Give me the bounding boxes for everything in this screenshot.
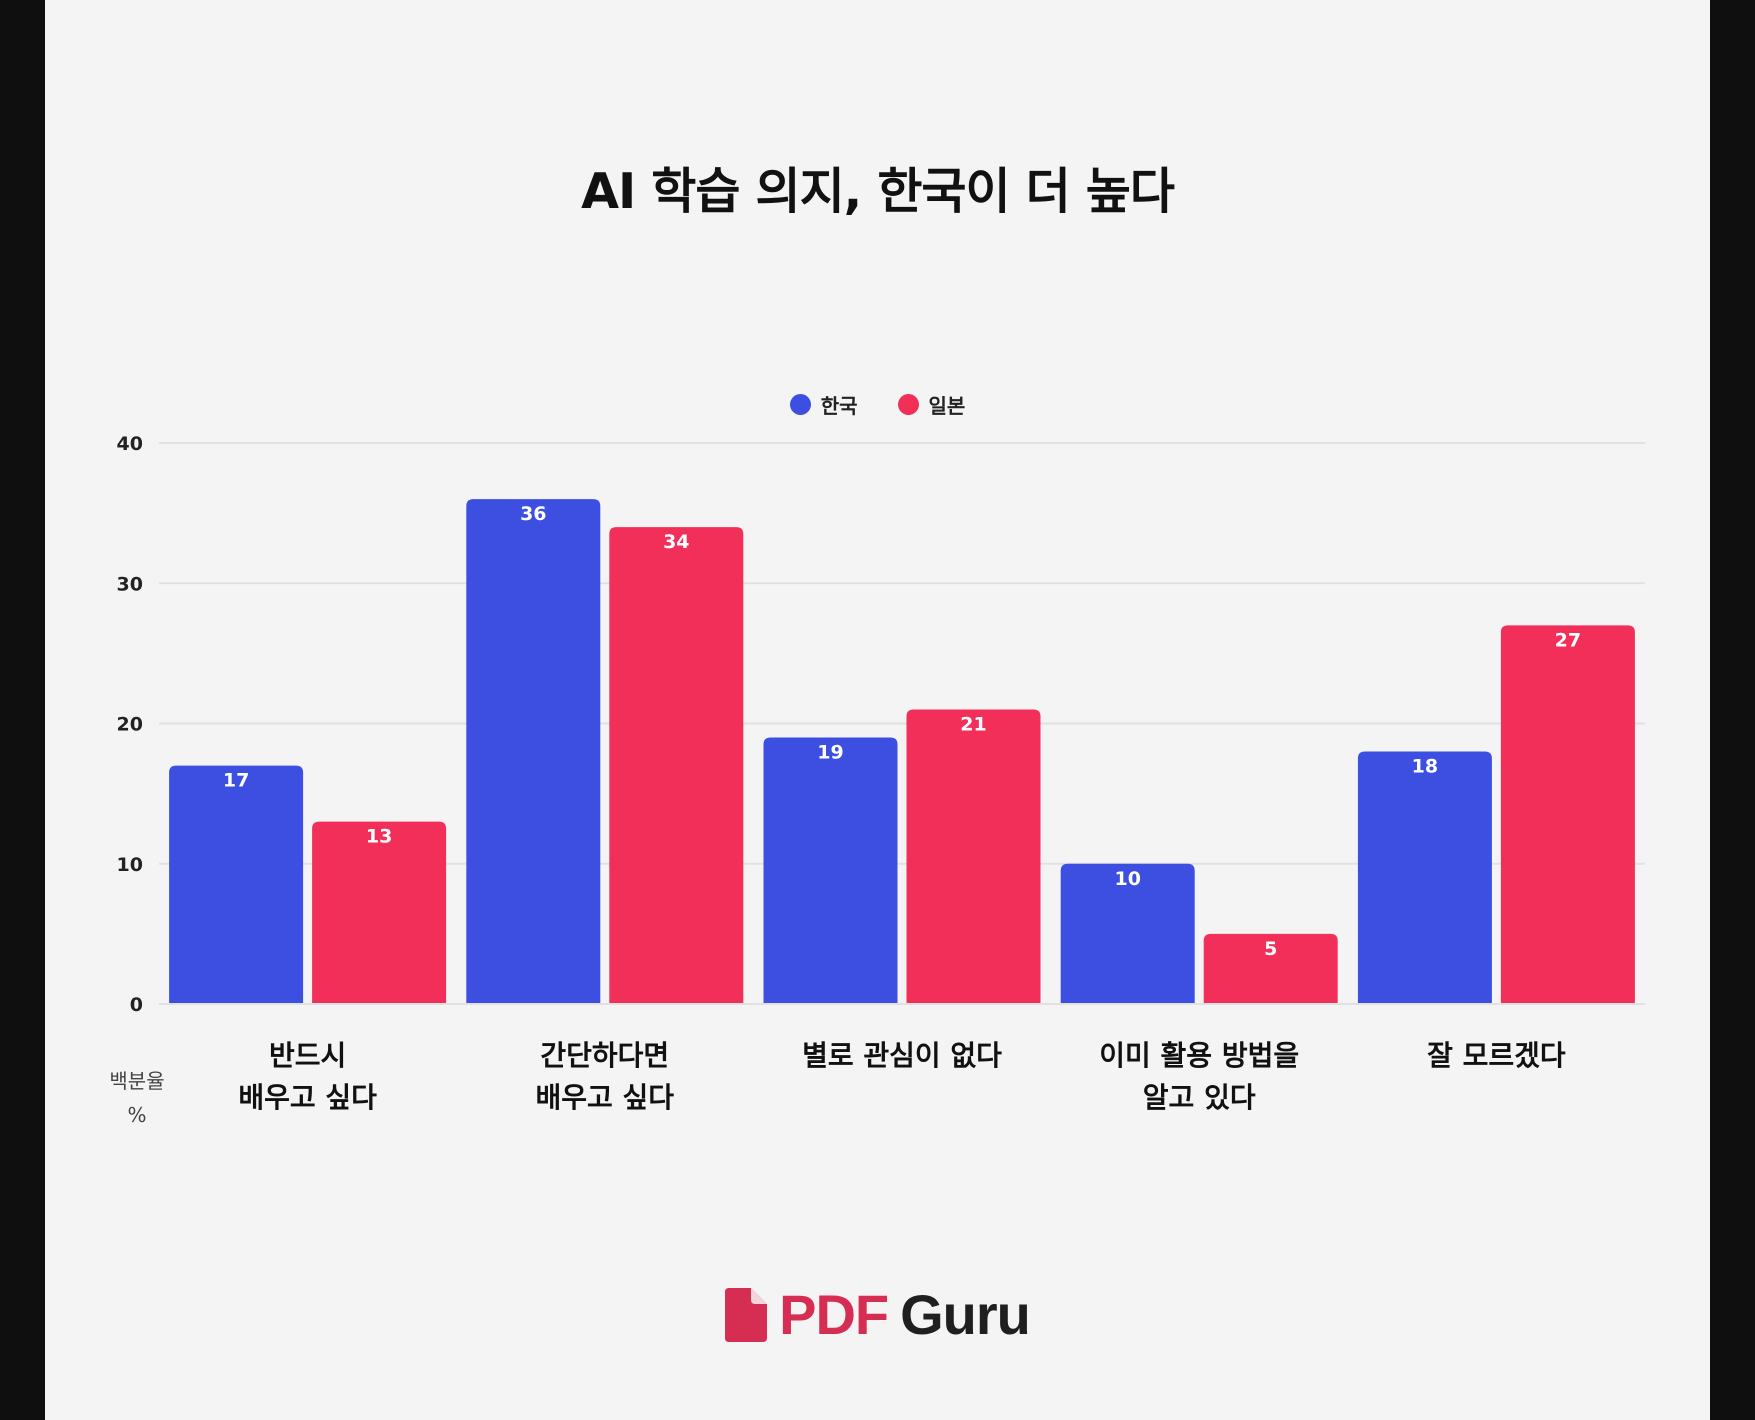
legend-item-korea: 한국	[789, 390, 858, 419]
bar-korea	[466, 499, 601, 1004]
x-tick-label: 이미 활용 방법을 알고 있다	[1099, 1039, 1299, 1114]
x-tick-label: 별로 관심이 없다	[802, 1039, 1002, 1072]
x-tick-label: 잘 모르겠다	[1427, 1039, 1566, 1072]
legend: 한국 일본	[45, 390, 1710, 419]
y-tick-label: 30	[117, 573, 143, 595]
logo-text-pdf: PDF	[779, 1283, 889, 1346]
data-label: 34	[663, 531, 689, 553]
bar-japan	[1203, 933, 1338, 1004]
x-tick-label: 간단하다면 배우고 싶다	[536, 1039, 675, 1114]
logo-text-guru: Guru	[900, 1283, 1031, 1346]
bar-korea	[1060, 863, 1195, 1004]
y-tick-label: 0	[130, 994, 143, 1016]
bar-japan	[906, 709, 1041, 1004]
chart-panel: AI 학습 의지, 한국이 더 높다 한국 일본 0 10 20 30 40 17 13 반드…	[45, 0, 1710, 1420]
data-label: 21	[960, 713, 986, 735]
data-label: 19	[817, 742, 843, 764]
data-label: 36	[520, 503, 546, 525]
data-label: 18	[1412, 756, 1438, 778]
y-tick-label: 40	[117, 433, 143, 455]
bar-chart: 0 10 20 30 40 17 13 반드시 배우고 싶다 36 34 간단하다면 배우고 싶다 19 2…	[109, 433, 1645, 1127]
bar-japan	[1500, 625, 1635, 1004]
legend-label-korea: 한국	[820, 394, 858, 418]
data-label: 13	[366, 826, 392, 848]
bar-japan	[609, 527, 744, 1004]
document-icon	[725, 1287, 768, 1342]
y-axis-label: 백분율%	[109, 1069, 164, 1127]
bar-korea	[169, 765, 304, 1004]
legend-swatch-korea	[789, 394, 811, 415]
bar-japan	[312, 821, 447, 1004]
x-tick-label: 반드시 배우고 싶다	[238, 1039, 377, 1114]
logo: PDF Guru	[45, 1282, 1710, 1347]
legend-label-japan: 일본	[928, 394, 966, 418]
bar-korea	[1357, 751, 1492, 1004]
legend-swatch-japan	[897, 394, 919, 415]
bar-korea	[763, 737, 898, 1004]
data-label: 5	[1264, 938, 1277, 960]
y-tick-label: 20	[117, 714, 143, 736]
chart-title: AI 학습 의지, 한국이 더 높다	[581, 163, 1175, 220]
legend-item-japan: 일본	[897, 390, 966, 419]
data-label: 17	[223, 770, 249, 792]
data-label: 27	[1555, 629, 1581, 651]
y-tick-label: 10	[117, 854, 143, 876]
data-label: 10	[1114, 868, 1140, 890]
